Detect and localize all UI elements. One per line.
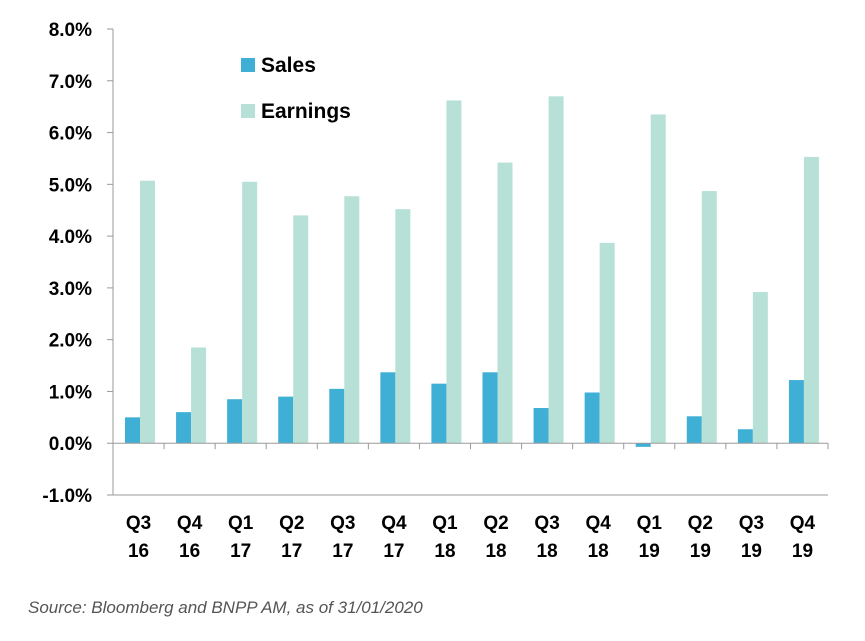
x-tick-label-year: 17: [281, 541, 302, 562]
y-axis-ticks: -1.0% 0.0% 1.0% 2.0% 3.0% 4.0% 5.0% 6.0% 7.0% 8.0…: [42, 20, 113, 507]
x-tick-label-quarter: Q4: [790, 513, 816, 534]
y-tick-label: 1.0%: [49, 382, 92, 403]
y-tick-label: 5.0%: [49, 175, 92, 196]
x-tick-label-year: 17: [383, 541, 404, 562]
source-note: Source: Bloomberg and BNPP AM, as of 31/…: [28, 598, 423, 617]
legend-swatch-sales: [241, 58, 255, 72]
bar-earnings: [344, 196, 360, 444]
x-tick-label-year: 19: [639, 541, 660, 562]
y-tick-label: 6.0%: [49, 124, 92, 145]
bar-earnings: [191, 347, 207, 444]
x-tick-label-year: 18: [537, 541, 558, 562]
bar-earnings: [446, 100, 462, 444]
bar-earnings: [650, 114, 666, 444]
bar-sales: [227, 399, 243, 444]
x-tick-label-year: 16: [179, 541, 200, 562]
y-tick-label: 8.0%: [49, 20, 92, 41]
x-tick-label-year: 17: [230, 541, 251, 562]
legend-swatch-earnings: [241, 104, 255, 118]
bar-sales: [533, 408, 549, 444]
axes: [112, 29, 829, 496]
bar-earnings: [548, 96, 564, 444]
x-tick-label-quarter: Q4: [177, 513, 203, 534]
x-tick-label-quarter: Q2: [483, 513, 508, 534]
bar-sales: [176, 412, 192, 444]
x-tick-label-quarter: Q3: [126, 513, 151, 534]
bar-earnings: [497, 162, 513, 444]
bar-earnings: [599, 242, 615, 444]
x-tick-label-year: 18: [588, 541, 609, 562]
bar-earnings: [803, 156, 819, 444]
bar-earnings: [293, 215, 309, 444]
bar-earnings: [752, 292, 768, 444]
y-tick-label: 3.0%: [49, 279, 92, 300]
y-tick-label: 7.0%: [49, 72, 92, 93]
bar-earnings: [140, 180, 155, 444]
x-tick-label-quarter: Q2: [688, 513, 713, 534]
x-tick-label-quarter: Q3: [330, 513, 355, 534]
x-tick-label-quarter: Q3: [739, 513, 764, 534]
bar-sales: [788, 380, 804, 444]
bar-sales: [329, 388, 345, 444]
bar-sales: [737, 429, 753, 444]
bar-sales: [125, 417, 140, 444]
y-tick-label: 0.0%: [49, 434, 92, 455]
x-tick-label-quarter: Q1: [228, 513, 254, 534]
x-tick-label-year: 19: [741, 541, 762, 562]
legend-label-sales: Sales: [261, 54, 316, 77]
x-tick-label-year: 18: [434, 541, 455, 562]
y-tick-label: 4.0%: [49, 227, 92, 248]
bar-sales: [482, 372, 498, 444]
x-tick-label-quarter: Q4: [381, 513, 407, 534]
bar-sales: [686, 416, 702, 444]
bar-earnings: [701, 191, 717, 444]
x-tick-label-quarter: Q1: [432, 513, 458, 534]
x-axis-ticks: Q3 16 Q4 16 Q1 17 Q2 17 Q3 17 Q4 17 Q1 18 Q2 18 Q3 18 Q4 18…: [126, 513, 816, 562]
y-tick-label: -1.0%: [42, 486, 92, 507]
legend-label-earnings: Earnings: [261, 100, 351, 123]
x-tick-label-quarter: Q1: [637, 513, 663, 534]
x-tick-label-quarter: Q3: [534, 513, 559, 534]
bar-earnings: [242, 181, 258, 444]
bar-earnings: [395, 209, 411, 444]
x-tick-label-year: 17: [332, 541, 353, 562]
bars: [125, 96, 819, 447]
x-tick-label-year: 18: [485, 541, 506, 562]
x-tick-label-quarter: Q4: [585, 513, 611, 534]
x-tick-label-year: 16: [128, 541, 149, 562]
bar-sales: [584, 392, 600, 444]
x-tick-label-quarter: Q2: [279, 513, 304, 534]
y-tick-label: 2.0%: [49, 331, 92, 352]
bar-sales: [635, 443, 651, 447]
x-tick-label-year: 19: [690, 541, 711, 562]
legend: Sales Earnings: [241, 54, 351, 123]
bar-sales: [431, 383, 447, 444]
bar-chart: -1.0% 0.0% 1.0% 2.0% 3.0% 4.0% 5.0% 6.0% 7.0% 8.0…: [42, 20, 829, 562]
x-tick-label-year: 19: [792, 541, 813, 562]
bar-sales: [278, 396, 294, 444]
bar-sales: [380, 372, 396, 444]
